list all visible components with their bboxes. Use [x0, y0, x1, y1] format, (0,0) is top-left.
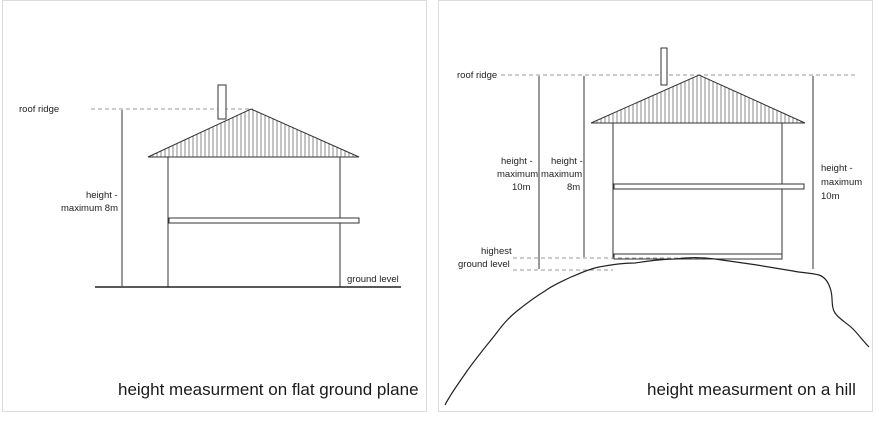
- hill-outline: [444, 256, 870, 406]
- height-10m-right-label-line1: height -: [821, 163, 853, 174]
- upper-floor-slab: [613, 183, 805, 190]
- height-10m-right-label-line3: 10m: [821, 191, 840, 202]
- flat-ground-diagram: roof ridge height - maximum 8m ground le…: [19, 84, 419, 399]
- chimney: [660, 47, 668, 86]
- height-10m-label-line1: height -: [501, 156, 533, 167]
- height-10m-right-label-line2: maximum: [821, 177, 862, 188]
- highest-ground-label-line1: highest: [481, 246, 512, 257]
- hill-diagram-panel: roof ridge height - maximum 10m height -…: [438, 0, 873, 412]
- flat-ground-diagram-panel: roof ridge height - maximum 8m ground le…: [2, 0, 427, 412]
- caption-flat: height measurment on flat ground plane: [118, 380, 419, 399]
- height-10m-label-line2: maximum: [497, 169, 538, 180]
- highest-ground-label-line2: ground level: [458, 259, 510, 270]
- chimney: [217, 84, 227, 120]
- height-10m-label-line3: 10m: [512, 182, 531, 193]
- ground-level-label: ground level: [347, 274, 399, 285]
- ground-floor-slab: [613, 253, 783, 260]
- height-8m-label-line1: height -: [551, 156, 583, 167]
- roof-ridge-label: roof ridge: [19, 104, 59, 115]
- caption-hill: height measurment on a hill: [647, 380, 856, 399]
- hill-diagram: roof ridge height - maximum 10m height -…: [444, 47, 870, 406]
- roof-ridge-label: roof ridge: [457, 70, 497, 81]
- height-8m-label-line3: 8m: [567, 182, 580, 193]
- floor-slab: [168, 217, 360, 224]
- height-label-line1: height -: [86, 190, 118, 201]
- roof: [147, 108, 360, 158]
- height-8m-label-line2: maximum: [541, 169, 582, 180]
- height-label-line2: maximum 8m: [61, 203, 118, 214]
- roof: [590, 74, 806, 124]
